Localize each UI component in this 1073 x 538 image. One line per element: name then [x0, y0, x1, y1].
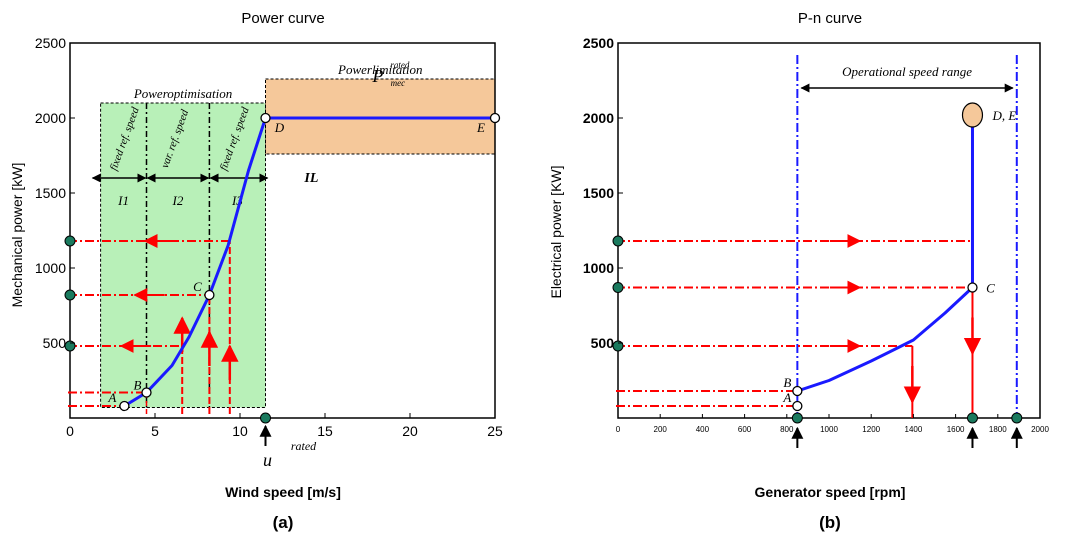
x-tick-label-b-8: 1600 — [947, 425, 965, 434]
x-marker-b-2 — [966, 412, 978, 424]
point-b-a-label: A — [782, 390, 791, 405]
point-b — [141, 387, 152, 398]
chart-b-title: P-n curve — [798, 10, 862, 27]
point-b-b-label: B — [783, 375, 791, 390]
pn-curve-panel: P-n curve Operational speed range AB C D, … — [548, 10, 1049, 532]
p-rated-sup: rated — [390, 60, 409, 70]
point-label-d: D — [274, 120, 285, 135]
x-tick-label-b-6: 1200 — [862, 425, 880, 434]
x-tick-label-b-4: 800 — [780, 425, 794, 434]
interval-label-il: IL — [303, 171, 318, 186]
y-tick-label-a-3: 2000 — [35, 110, 66, 126]
u-rated-marker — [260, 412, 271, 424]
chart-a-plot-frame — [69, 42, 496, 419]
x-tick-label-b-10: 2000 — [1031, 425, 1049, 434]
u-rated-sup: rated — [291, 439, 317, 453]
p-rated-sub: mec — [391, 78, 406, 88]
chart-a-title: Power curve — [241, 10, 324, 27]
x-tick-label-a-0: 0 — [66, 423, 74, 439]
u-rated-label: u — [263, 450, 272, 470]
x-tick-label-b-2: 400 — [696, 425, 710, 434]
x-tick-label-b-5: 1000 — [820, 425, 838, 434]
x-marker-b-3 — [1011, 412, 1023, 424]
point-label-c: C — [193, 279, 202, 294]
y-marker-a-2 — [64, 289, 76, 301]
chart-b-plot-frame — [617, 42, 1041, 419]
region-label-1: Poweroptimisation — [133, 86, 232, 101]
x-tick-label-a-1: 5 — [151, 423, 159, 439]
y-tick-label-b-3: 2000 — [583, 110, 614, 126]
chart-b-xlabel: Generator speed [rpm] — [755, 484, 906, 500]
point-b-a — [792, 400, 803, 412]
speed-range-label: Operational speed range — [842, 64, 972, 79]
x-tick-label-b-9: 1800 — [989, 425, 1007, 434]
point-a — [119, 400, 130, 412]
interval-label-1: I1 — [117, 193, 129, 208]
interval-label-2: I2 — [172, 193, 184, 208]
point-e — [489, 112, 501, 124]
x-marker-b-1 — [791, 412, 803, 424]
point-label-b: B — [134, 378, 142, 393]
y-marker-a-1 — [64, 235, 76, 247]
y-tick-label-b-4: 2500 — [583, 35, 614, 51]
p-rated-label: P — [371, 66, 383, 86]
chart-b-ylabel: Electrical power [KW] — [548, 165, 564, 298]
x-tick-label-a-2: 10 — [232, 423, 248, 439]
x-tick-label-a-3: 15 — [317, 423, 333, 439]
y-tick-label-a-2: 1500 — [35, 185, 66, 201]
x-tick-label-b-3: 600 — [738, 425, 752, 434]
point-b-c-label: C — [986, 281, 995, 296]
point-b-c — [967, 282, 978, 293]
chart-a-ylabel: Mechanical power [kW] — [9, 163, 25, 308]
point-label-a: A — [107, 390, 116, 405]
y-marker-b-1 — [612, 235, 624, 247]
y-tick-label-a-4: 2500 — [35, 35, 66, 51]
chart-a-panel-label: (a) — [273, 513, 294, 532]
point-b-de — [961, 102, 984, 128]
chart-b-panel-label: (b) — [819, 513, 841, 532]
y-tick-label-a-1: 1000 — [35, 260, 66, 276]
point-c — [204, 289, 215, 301]
x-tick-label-b-7: 1400 — [905, 425, 923, 434]
y-marker-b-2 — [612, 282, 624, 293]
x-tick-label-a-4: 20 — [402, 423, 418, 439]
y-tick-label-b-1: 1000 — [583, 260, 614, 276]
y-tick-label-b-2: 1500 — [583, 185, 614, 201]
y-tick-label-b-0: 500 — [591, 335, 615, 351]
pn-curve-line — [796, 118, 974, 393]
x-tick-label-a-5: 25 — [487, 423, 503, 439]
y-tick-label-a-0: 500 — [43, 335, 67, 351]
point-b-de-label: D, E — [992, 108, 1017, 123]
point-d — [260, 112, 271, 124]
point-b-b — [792, 385, 803, 397]
x-tick-label-b-1: 200 — [654, 425, 668, 434]
region-label-2: Powerlimitation — [337, 62, 423, 77]
point-label-e: E — [476, 120, 485, 135]
x-tick-label-b-0: 0 — [616, 425, 621, 434]
chart-a-xlabel: Wind speed [m/s] — [225, 484, 341, 500]
power-curve-panel: Power curve Poweroptimisation Powerlimita… — [9, 10, 503, 532]
